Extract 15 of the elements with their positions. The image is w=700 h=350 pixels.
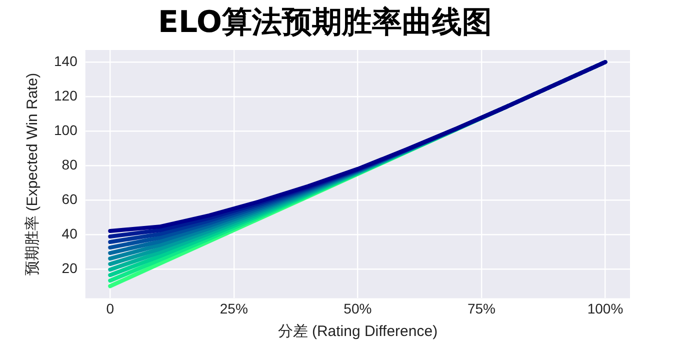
x-tick-label: 25% bbox=[220, 300, 248, 316]
y-tick-label: 40 bbox=[62, 225, 78, 242]
x-axis-title: 分差 (Rating Difference) bbox=[278, 323, 438, 340]
y-tick-label: 120 bbox=[54, 87, 78, 104]
x-tick-label: 50% bbox=[344, 300, 372, 316]
y-tick-label: 80 bbox=[62, 156, 78, 172]
y-tick-label: 60 bbox=[62, 190, 78, 207]
y-axis-title: 预期胜率 (Expected Win Rate) bbox=[24, 72, 42, 276]
x-tick-label: 75% bbox=[467, 300, 496, 316]
x-tick-label: 0 bbox=[106, 300, 114, 316]
x-tick-label: 100% bbox=[587, 300, 624, 316]
y-tick-label: 20 bbox=[62, 260, 78, 276]
y-tick-label: 100 bbox=[54, 122, 78, 138]
y-tick-label: 140 bbox=[54, 52, 78, 69]
chart-title: ELO算法预期胜率曲线图 bbox=[158, 4, 492, 40]
